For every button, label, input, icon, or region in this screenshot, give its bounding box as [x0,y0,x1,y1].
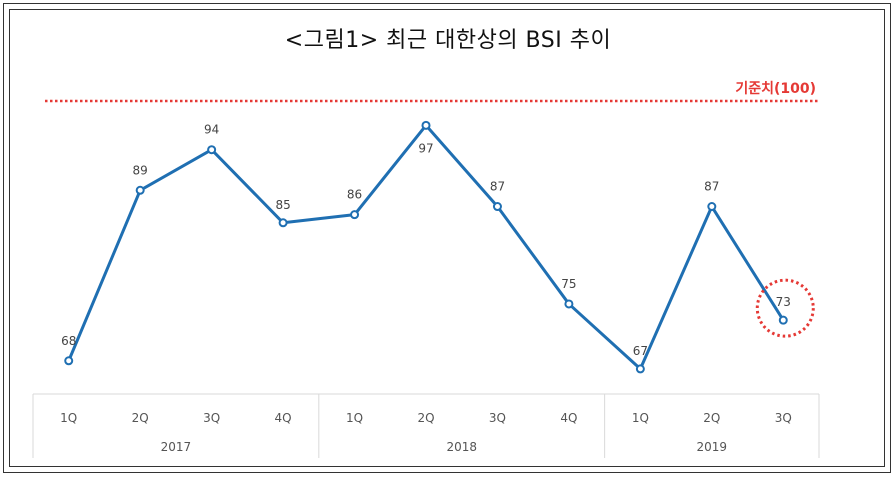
x-tick-label: 1Q [60,411,77,425]
data-label: 87 [490,180,505,194]
x-tick-label: 1Q [632,411,649,425]
data-label: 97 [418,141,433,155]
data-point [207,145,217,155]
x-tick-label: 3Q [489,411,506,425]
x-tick-label: 3Q [775,411,792,425]
data-point [635,364,645,374]
reference-label: 기준치(100) [735,81,816,97]
outer-frame [3,3,891,473]
x-group-label: 2018 [446,440,477,454]
data-point [278,218,288,228]
x-tick-label: 1Q [346,411,363,425]
x-tick-label: 2Q [132,411,149,425]
data-point [564,299,574,309]
inner-frame [9,9,885,467]
x-tick-label: 4Q [560,411,577,425]
series-line-bsi [67,123,785,371]
data-label: 73 [776,295,791,309]
data-point [135,185,145,195]
data-point [421,120,431,130]
x-tick-label: 3Q [203,411,220,425]
data-label: 67 [633,344,648,358]
x-group-label: 2019 [697,440,728,454]
x-group-label: 2017 [161,440,192,454]
data-point [707,202,717,212]
data-point [492,202,502,212]
data-point [350,210,360,220]
x-tick-label: 4Q [275,411,292,425]
data-label: 75 [561,277,576,291]
data-point [778,315,788,325]
x-tick-label: 2Q [703,411,720,425]
data-label: 94 [204,123,219,137]
data-label: 86 [347,188,362,202]
highlight-circle [755,278,815,338]
data-label: 68 [61,334,76,348]
data-label: 89 [133,163,148,177]
x-tick-label: 2Q [417,411,434,425]
data-label: 87 [704,180,719,194]
chart-title: <그림1> 최근 대한상의 BSI 추이 [284,28,612,53]
data-point [64,356,74,366]
data-points [64,120,788,374]
data-labels: 68 89 94 85 86 97 87 75 67 87 73 [61,123,791,358]
category-axis: 1Q 2Q 3Q 4Q 1Q 2Q 3Q 4Q 1Q 2Q 3Q 2017 2018 2019 [32,393,820,458]
data-label: 85 [275,198,290,212]
